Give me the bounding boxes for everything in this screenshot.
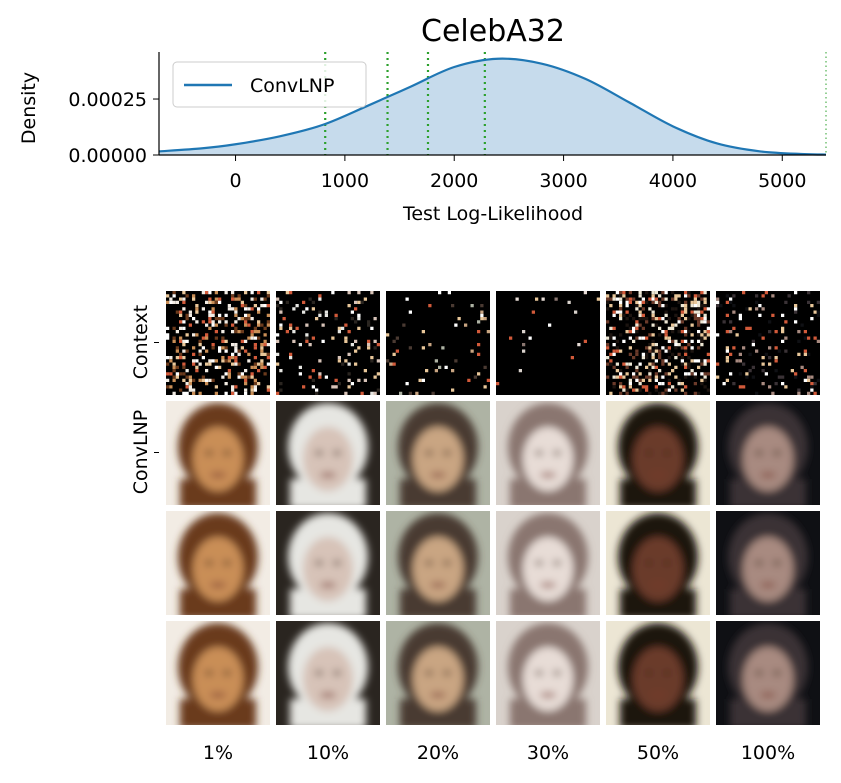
prediction-image-30%-sample-3: [496, 621, 600, 725]
density-line-convlnp: [158, 57, 827, 156]
context-image-1%: [166, 291, 270, 395]
x-axis-ticks: 0 1000 2000 3000 4000 5000: [229, 155, 806, 192]
x-tick-label: 5000: [758, 170, 806, 192]
prediction-image-1%-sample-1: [166, 401, 270, 505]
context-image-10%: [276, 291, 380, 395]
x-tick-label: 2000: [430, 170, 478, 192]
plot-area: [158, 52, 827, 156]
prediction-image-10%-sample-3: [276, 621, 380, 725]
column-label-1%: 1%: [202, 742, 234, 764]
row-label-convlnp: ConvLNP: [130, 409, 152, 495]
x-axis-label: Test Log-Likelihood: [402, 203, 583, 225]
chart-title: CelebA32: [421, 14, 565, 49]
density-chart: CelebA32 0 1000 2000 3000 4000 5000 0.000000.…: [18, 14, 827, 225]
column-label-30%: 30%: [526, 742, 570, 764]
legend: ConvLNP: [172, 61, 367, 108]
prediction-image-50%-sample-1: [606, 401, 710, 505]
prediction-image-1%-sample-2: [166, 511, 270, 615]
y-axis-label: Density: [18, 72, 40, 144]
context-image-20%: [386, 291, 490, 395]
context-image-50%: [606, 291, 710, 395]
x-tick-label: 3000: [539, 170, 587, 192]
x-tick-label: 1000: [321, 170, 369, 192]
prediction-image-50%-sample-3: [606, 621, 710, 725]
row-tick-mark: [154, 342, 159, 343]
prediction-image-100%-sample-3: [716, 621, 820, 725]
context-image-30%: [496, 291, 600, 395]
row-label-context: Context: [130, 304, 152, 380]
column-label-100%: 100%: [740, 742, 796, 764]
prediction-image-20%-sample-3: [386, 621, 490, 725]
y-axis-ticks: 0.00000 0.00025: [68, 89, 159, 167]
column-label-10%: 10%: [306, 742, 350, 764]
y-tick-label: 0.00000: [68, 145, 147, 167]
prediction-image-100%-sample-2: [716, 511, 820, 615]
row-tick-mark: [154, 452, 159, 453]
x-tick-label: 0: [229, 170, 241, 192]
image-grid: Context ConvLNP 1% 10% 20% 30% 50% 100%: [0, 280, 841, 783]
prediction-image-10%-sample-1: [276, 401, 380, 505]
prediction-image-50%-sample-2: [606, 511, 710, 615]
prediction-image-100%-sample-1: [716, 401, 820, 505]
prediction-image-30%-sample-1: [496, 401, 600, 505]
prediction-image-20%-sample-2: [386, 511, 490, 615]
legend-box: [172, 61, 367, 108]
prediction-image-20%-sample-1: [386, 401, 490, 505]
x-tick-label: 4000: [649, 170, 697, 192]
column-label-20%: 20%: [416, 742, 460, 764]
prediction-image-30%-sample-2: [496, 511, 600, 615]
prediction-image-10%-sample-2: [276, 511, 380, 615]
prediction-image-1%-sample-3: [166, 621, 270, 725]
context-image-100%: [716, 291, 820, 395]
column-label-50%: 50%: [636, 742, 680, 764]
y-tick-label: 0.00025: [68, 89, 147, 111]
legend-entry-convlnp: ConvLNP: [250, 75, 334, 97]
